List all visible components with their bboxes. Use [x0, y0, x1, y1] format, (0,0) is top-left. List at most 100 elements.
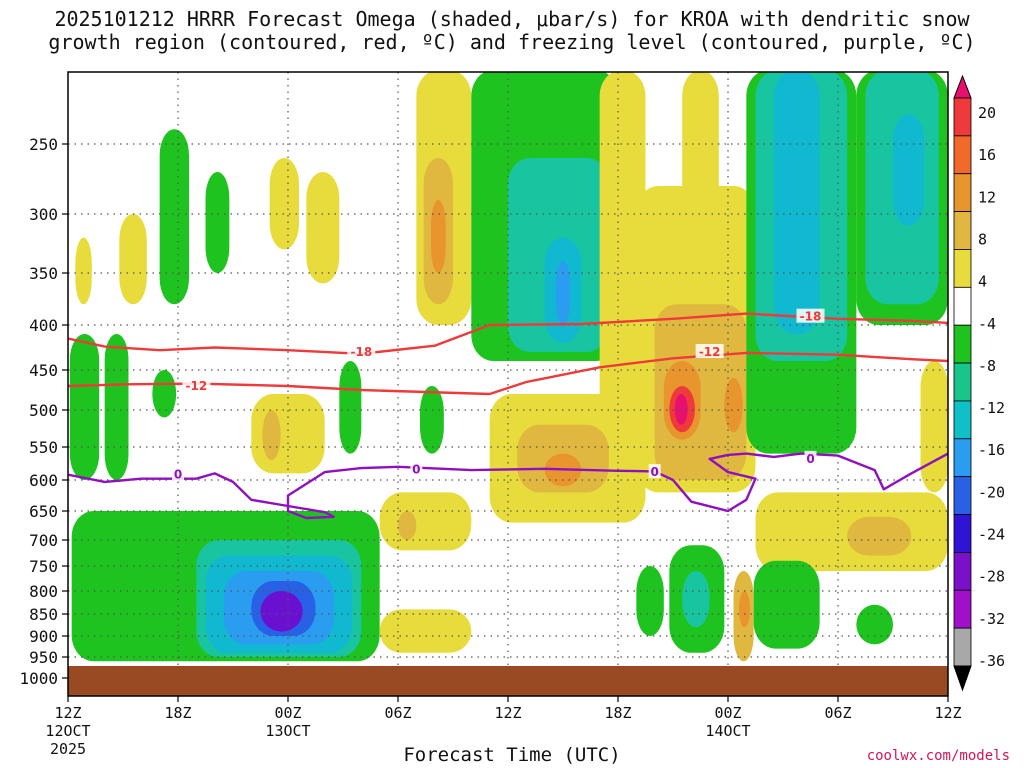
colorbar-label-12: -32	[978, 610, 1005, 628]
colorbar-swatch-13	[953, 552, 972, 591]
colorbar-swatch-12	[953, 514, 972, 553]
colorbar-swatch-9	[953, 400, 972, 440]
x-tick-0: 12Z	[54, 704, 81, 722]
omega-region-41	[920, 361, 948, 493]
x-tick-date-0: 12OCT	[45, 722, 90, 740]
contour-label-4: -18	[800, 310, 822, 324]
contour-label-bg-5	[410, 461, 423, 476]
x-tick-date-2: 13OCT	[265, 722, 310, 740]
colorbar-label-6: -8	[978, 357, 996, 375]
colorbar-swatch-11	[953, 476, 972, 515]
omega-region-7	[205, 172, 230, 273]
y-tick-350: 350	[29, 264, 58, 283]
colorbar-swatch-2	[953, 135, 972, 175]
contour-label-3: -12	[699, 345, 721, 359]
contour-label-bg-4	[796, 308, 825, 323]
omega-region-2	[104, 334, 129, 480]
omega-region-14	[431, 200, 446, 273]
omega-region-31	[724, 378, 743, 433]
colorbar-swatch-5	[953, 249, 972, 288]
omega-region-54	[739, 591, 750, 628]
omega-region-4	[152, 370, 177, 418]
y-tick-450: 450	[29, 361, 58, 380]
contour-label-bg-3	[695, 344, 724, 358]
contour-label-bg-1	[182, 378, 211, 392]
contour-label-bg-7	[804, 450, 817, 465]
omega-region-9	[251, 394, 325, 474]
contour-label-5: 0	[412, 462, 420, 476]
y-tick-600: 600	[29, 471, 58, 490]
contour-freezing_level	[68, 452, 948, 520]
omega-region-8	[306, 172, 340, 284]
omega-region-11	[339, 361, 362, 454]
omega-shading	[69, 72, 948, 662]
colorbar-label-5: -4	[978, 315, 996, 333]
colorbar-swatch-6	[953, 286, 972, 326]
omega-region-32	[682, 72, 719, 273]
colorbar-label-2: 12	[978, 188, 996, 206]
contour-label-7: 0	[806, 452, 814, 466]
contour-label-1: -12	[185, 379, 207, 393]
colorbar-swatch-3	[953, 173, 972, 213]
y-tick-800: 800	[29, 582, 58, 601]
colorbar-label-0: 20	[978, 104, 996, 122]
contour-label-6: 0	[650, 465, 658, 479]
y-tick-500: 500	[29, 401, 58, 420]
contour-label-0: -18	[350, 345, 372, 359]
omega-region-15	[420, 386, 444, 454]
colorbar-label-10: -24	[978, 526, 1005, 544]
colorbar-swatch-1	[953, 97, 972, 137]
colorbar-label-4: 4	[978, 273, 987, 291]
omega-region-49	[379, 609, 472, 653]
contour-label-bg-2	[172, 466, 184, 481]
x-tick-5: 18Z	[604, 704, 631, 722]
x-tick-6: 00Z	[714, 704, 741, 722]
colorbar-label-7: -12	[978, 399, 1005, 417]
colorbar-label-8: -16	[978, 441, 1005, 459]
colorbar-swatch-14	[953, 589, 972, 629]
omega-region-19	[379, 492, 472, 551]
y-tick-250: 250	[29, 135, 58, 154]
omega-region-24	[555, 261, 571, 325]
omega-region-56	[856, 604, 893, 645]
x-tick-3: 06Z	[384, 704, 411, 722]
y-tick-550: 550	[29, 438, 58, 457]
chart-title: 2025101212 HRRR Forecast Omega (shaded, …	[0, 8, 1024, 54]
colorbar-swatch-4	[953, 211, 972, 250]
omega-region-52	[682, 571, 710, 628]
x-tick-date-6: 14OCT	[705, 722, 750, 740]
colorbar-label-11: -28	[978, 568, 1005, 586]
colorbar-bottom-arrow	[953, 665, 972, 692]
title-line-1: 2025101212 HRRR Forecast Omega (shaded, …	[54, 7, 970, 31]
omega-region-5	[159, 129, 189, 305]
colorbar-label-1: 16	[978, 146, 996, 164]
colorbar-label-9: -20	[978, 483, 1005, 501]
y-axis: 250 300 350 400 450 500 550 600 650 700 750 800 850 9…	[19, 135, 68, 688]
ground-bar	[68, 666, 948, 696]
y-tick-750: 750	[29, 557, 58, 576]
y-tick-650: 650	[29, 502, 58, 521]
omega-region-38	[893, 114, 925, 226]
omega-region-10	[262, 410, 281, 461]
contour-label-bg-0	[347, 344, 376, 358]
omega-region-48	[333, 618, 353, 636]
x-tick-2: 00Z	[274, 704, 301, 722]
omega-region-35	[773, 72, 820, 334]
contour-label-bg-6	[648, 464, 661, 479]
x-tick-8: 12Z	[934, 704, 961, 722]
y-tick-400: 400	[29, 316, 58, 335]
omega-region-1	[69, 334, 100, 480]
omega-region-25	[599, 72, 646, 425]
colorbar-swatch-7	[953, 324, 972, 364]
x-axis-label: Forecast Time (UTC)	[403, 744, 621, 766]
omega-region-30	[674, 394, 688, 425]
y-tick-900: 900	[29, 627, 58, 646]
y-tick-700: 700	[29, 531, 58, 550]
omega-region-20	[398, 511, 417, 540]
contour-lines: -18 -12 0 -12 -18 0 0 0	[68, 308, 948, 520]
colorbar-top-arrow	[953, 74, 972, 99]
colorbar-label-3: 8	[978, 230, 987, 248]
credit-link[interactable]: coolwx.com/models	[866, 748, 1010, 764]
